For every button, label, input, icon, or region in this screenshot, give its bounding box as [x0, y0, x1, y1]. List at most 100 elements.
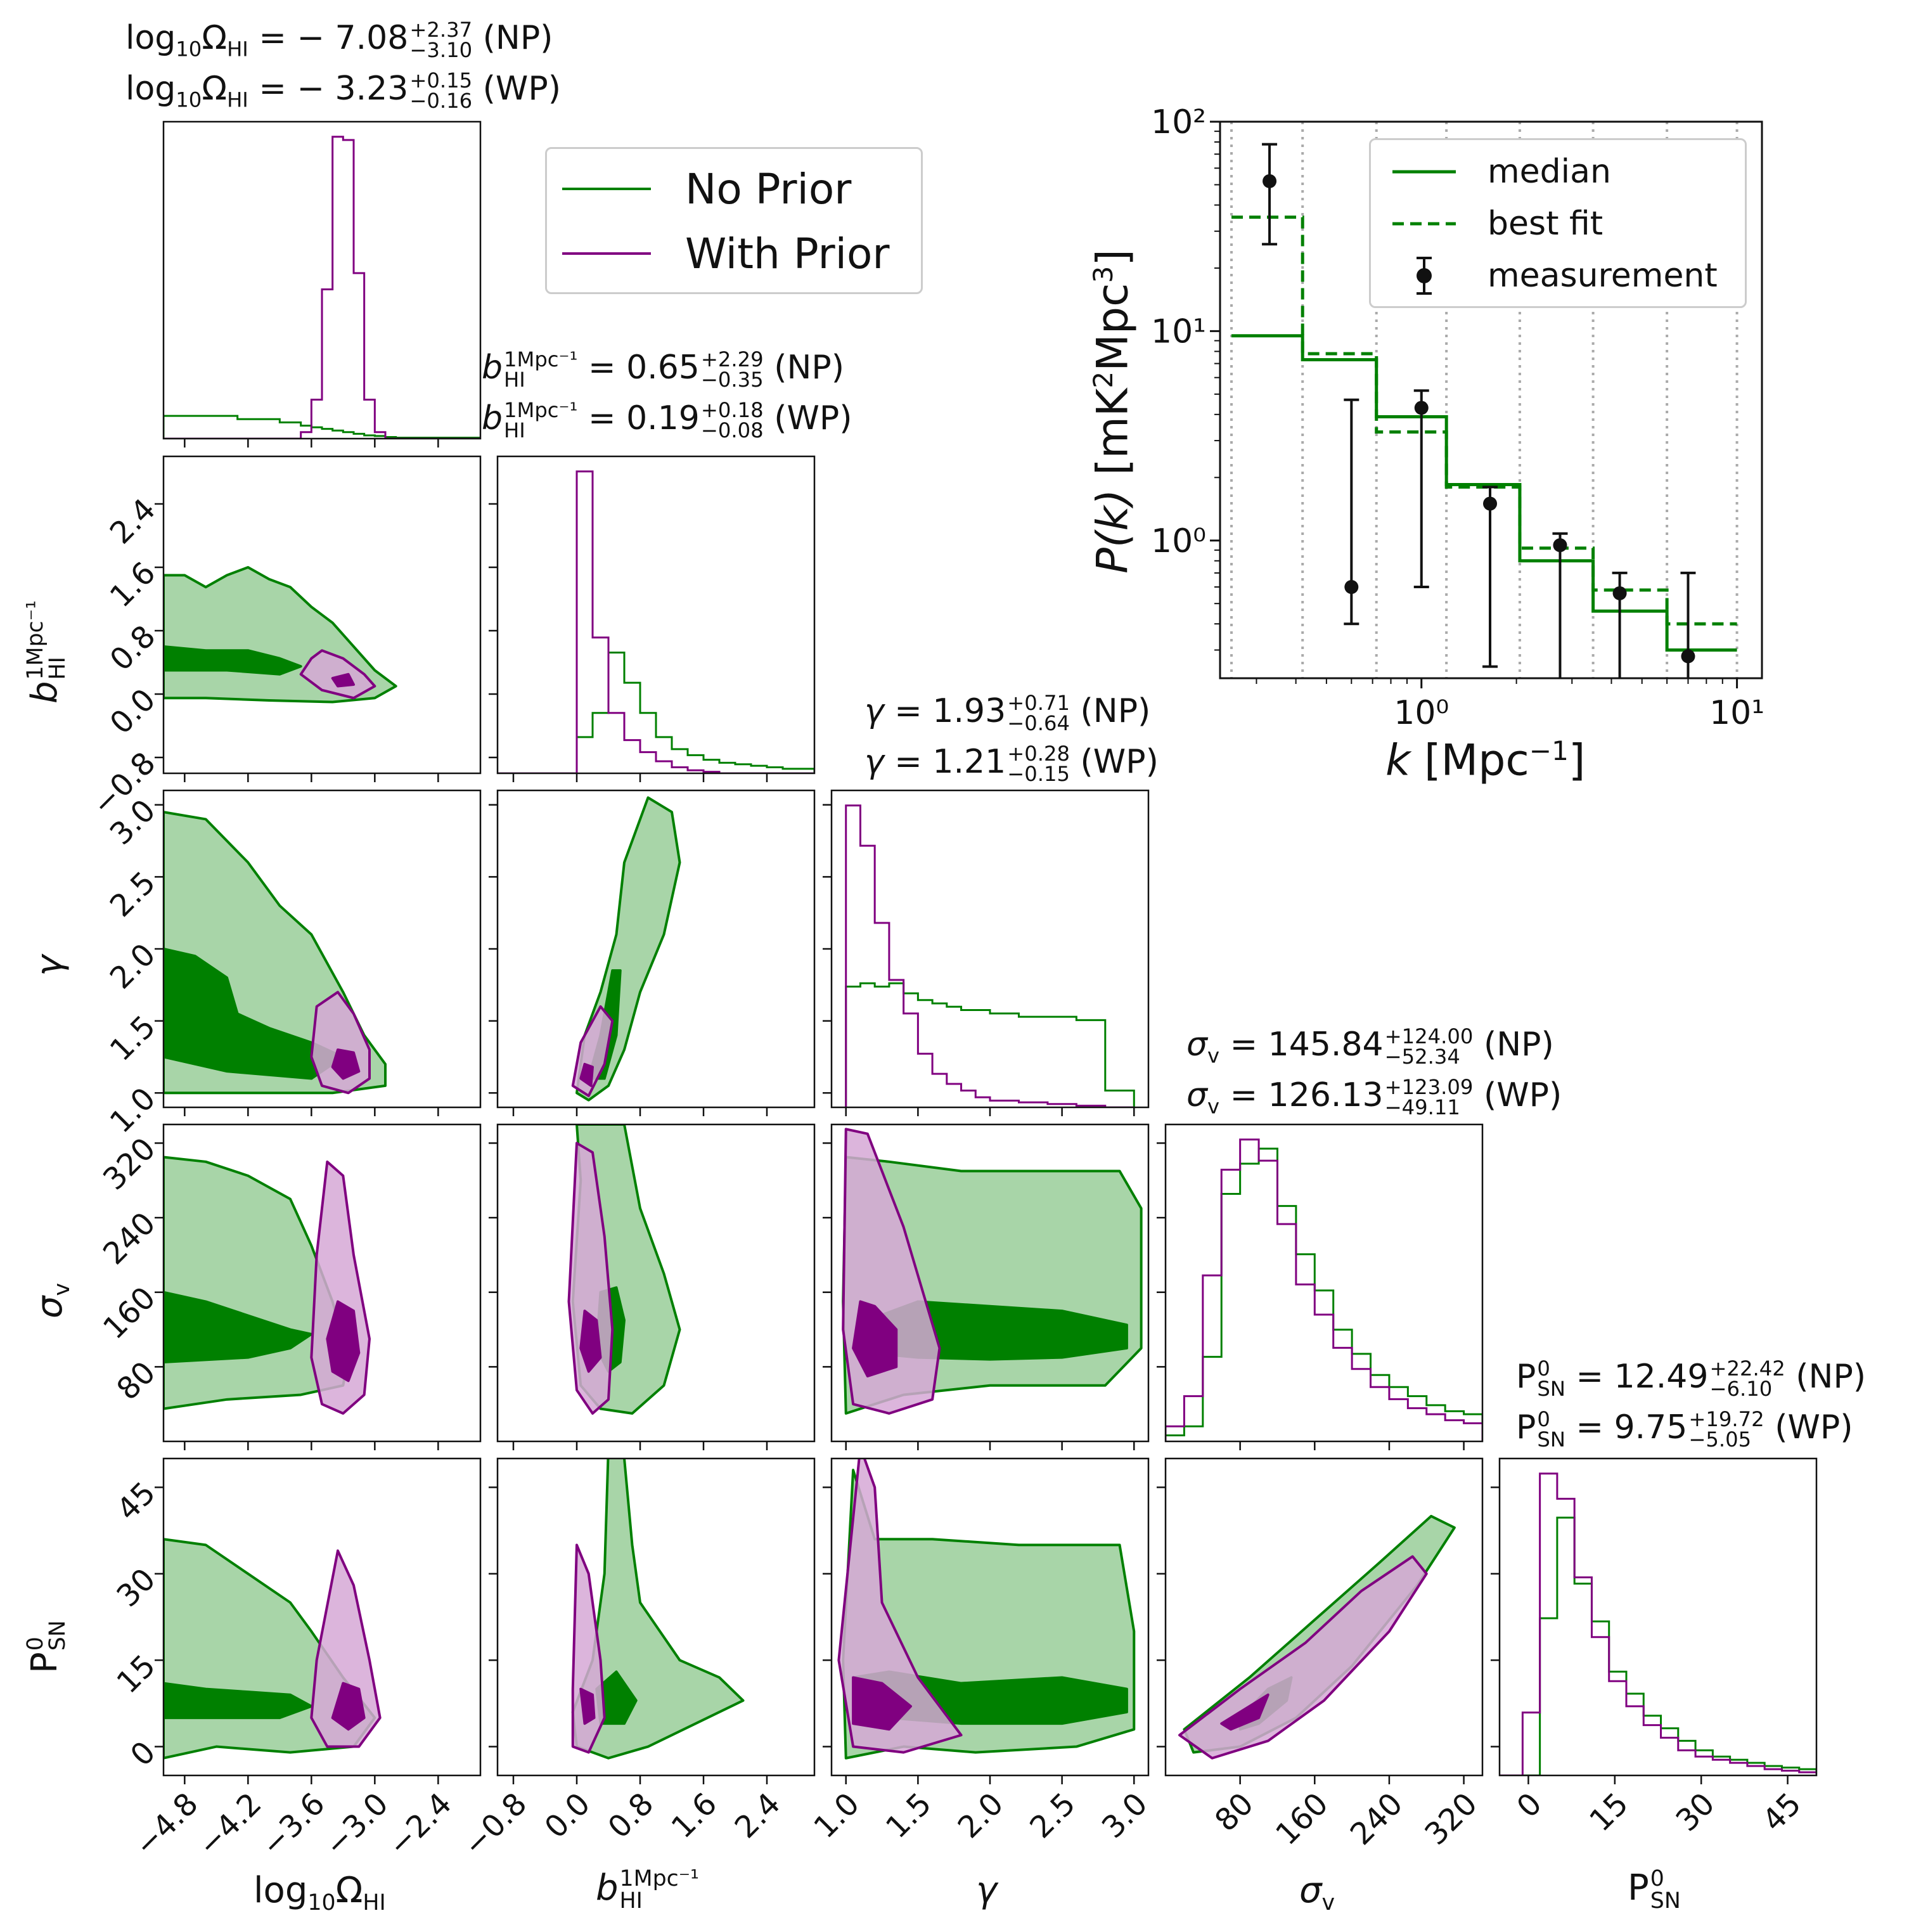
x-tick-label-bias: 2.4: [728, 1786, 788, 1846]
contour-wp-inner-sigma_bias: [579, 1310, 602, 1373]
pk-y-tick-label: 10⁰: [1151, 522, 1206, 560]
legend-item-with-prior: With Prior: [562, 225, 889, 282]
legend-item-no-prior: No Prior: [562, 160, 851, 217]
hist-wp-gamma: [845, 804, 1134, 1107]
panel-content-psn-psn: [1500, 1472, 1816, 1775]
title-sigma-np: σv = 145.84 +124.00 −52.34 (NP): [1186, 1024, 1554, 1069]
title-omega-wp: log10ΩHI = − 3.23 +0.15 −0.16 (WP): [125, 68, 561, 113]
panel-content-sigma-gamma: [842, 1128, 1143, 1415]
x-tick-label-gamma: 2.5: [1023, 1786, 1083, 1846]
x-tick-label-omega: −3.6: [255, 1786, 332, 1864]
y-tick-label-sigma: 80: [110, 1355, 163, 1407]
pk-legend-best-fit-label: best fit: [1488, 205, 1603, 243]
panel-frame: [496, 1123, 816, 1443]
panel-gamma-gamma: [823, 789, 1150, 1116]
title-gamma-wp: γ = 1.21 +0.28 −0.15 (WP): [864, 741, 1159, 786]
hist-np-sigma: [1166, 1147, 1482, 1441]
panel-frame: [162, 120, 482, 440]
panel-bias-omega: [155, 455, 482, 782]
xlabel-bias: b 1Mpc⁻¹ HI: [596, 1866, 699, 1914]
x-tick-label-sigma: 320: [1418, 1786, 1484, 1852]
y-tick-label-gamma: 1.0: [103, 1081, 163, 1140]
pk-legend-median-label: median: [1488, 153, 1611, 191]
corner-legend: No Prior With Prior: [545, 147, 923, 294]
contour-wp-inner-gamma_bias: [579, 1062, 594, 1087]
y-tick-label-psn: 30: [110, 1562, 163, 1614]
contour-wp-inner-sigma_gamma: [852, 1300, 898, 1378]
hist-wp-psn: [1500, 1472, 1816, 1775]
panel-psn-bias: [489, 1457, 816, 1784]
panel-sigma-sigma: [1157, 1123, 1484, 1450]
pk-measurement-point: [1483, 496, 1498, 511]
panel-frame: [830, 789, 1150, 1109]
x-tick-label-bias: 0.8: [601, 1786, 661, 1846]
x-tick-label-gamma: 1.0: [807, 1786, 866, 1846]
pk-measurement-point: [1553, 538, 1567, 553]
panel-sigma-omega: [155, 1123, 482, 1450]
x-tick-label-psn: 15: [1583, 1786, 1635, 1839]
y-tick-label-psn: 45: [110, 1475, 163, 1528]
xlabel-psn: P 0 SN: [1628, 1866, 1681, 1914]
xlabel-gamma: γ: [976, 1870, 998, 1911]
y-tick-label-psn: 15: [110, 1648, 163, 1701]
title-sigma-wp: σv = 126.13 +123.09 −49.11 (WP): [1186, 1074, 1562, 1119]
x-tick-label-gamma: 1.5: [879, 1786, 939, 1846]
x-tick-label-omega: −4.2: [191, 1786, 269, 1864]
panel-frame: [496, 455, 816, 775]
y-tick-label-sigma: 240: [96, 1206, 162, 1272]
x-tick-label-bias: 1.6: [665, 1786, 724, 1846]
pk-legend-median: median: [1386, 146, 1611, 197]
contour-wp-inner-gamma_omega: [331, 1048, 361, 1080]
contour-wp-outer-bias_omega: [299, 649, 376, 700]
contour-wp-outer-psn_sigma: [1178, 1555, 1428, 1760]
hist-wp-sigma: [1166, 1138, 1482, 1441]
pk-measurement-point: [1681, 649, 1695, 664]
panel-content-psn-sigma: [1178, 1514, 1456, 1760]
pk-y-tick-label: 10¹: [1151, 312, 1206, 351]
contour-wp-inner-psn_sigma: [1220, 1693, 1269, 1731]
x-tick-label-psn: 45: [1756, 1786, 1808, 1839]
pk-x-tick-label: 10¹: [1709, 694, 1764, 732]
x-tick-label-sigma: 160: [1269, 1786, 1335, 1852]
contour-wp-inner-psn_gamma: [852, 1676, 912, 1731]
ylabel-bias: b 1Mpc⁻¹ HI: [23, 600, 70, 704]
legend-label-no-prior: No Prior: [685, 164, 852, 214]
xlabel-omega: log10ΩHI: [254, 1870, 386, 1916]
hist-np-omega: [164, 415, 480, 439]
panel-content-gamma-omega: [164, 811, 387, 1095]
panel-frame: [1498, 1457, 1818, 1777]
panel-content-sigma-omega: [164, 1156, 371, 1415]
pk-measurement-point: [1344, 580, 1359, 595]
pk-measurement-point: [1612, 586, 1627, 600]
y-tick-label-psn: 0: [124, 1734, 162, 1773]
panel-sigma-bias: [489, 1123, 816, 1450]
contour-wp-outer-psn_gamma: [837, 1459, 963, 1754]
panel-content-gamma-bias: [571, 796, 681, 1102]
x-tick-label-sigma: 240: [1344, 1786, 1410, 1852]
panel-psn-omega: [155, 1457, 482, 1784]
panel-psn-psn: [1491, 1457, 1818, 1784]
panel-content-psn-omega: [164, 1538, 382, 1760]
panel-frame: [162, 1457, 482, 1777]
panel-psn-gamma: [823, 1457, 1150, 1784]
pk-median-line: [1231, 334, 1737, 652]
contour-np-inner-bias_omega: [164, 645, 302, 676]
title-omega-np: log10ΩHI = − 7.08 +2.37 −3.10 (NP): [125, 17, 553, 62]
hist-wp-bias: [498, 470, 814, 773]
title-gamma-np: γ = 1.93 +0.71 −0.64 (NP): [864, 690, 1151, 735]
panel-content-gamma-gamma: [845, 804, 1135, 1107]
panel-gamma-bias: [489, 789, 816, 1116]
pk-xlabel: k [Mpc−1]: [1385, 735, 1586, 786]
legend-swatch-no-prior: [562, 188, 651, 190]
pk-legend-median-swatch: [1392, 170, 1456, 174]
pk-legend-measurement: measurement: [1386, 250, 1718, 301]
legend-swatch-with-prior: [562, 252, 651, 255]
pk-ylabel: P(k) [mK2Mpc3]: [1088, 249, 1138, 574]
pk-y-tick-label: 10²: [1151, 103, 1206, 141]
y-tick-label-bias: 0.0: [103, 682, 163, 742]
x-tick-label-sigma: 80: [1208, 1786, 1261, 1839]
panel-content-sigma-sigma: [1166, 1138, 1482, 1441]
panel-frame: [496, 1457, 816, 1777]
y-tick-label-bias: 1.6: [103, 555, 163, 615]
contour-wp-outer-psn_omega: [310, 1549, 382, 1748]
